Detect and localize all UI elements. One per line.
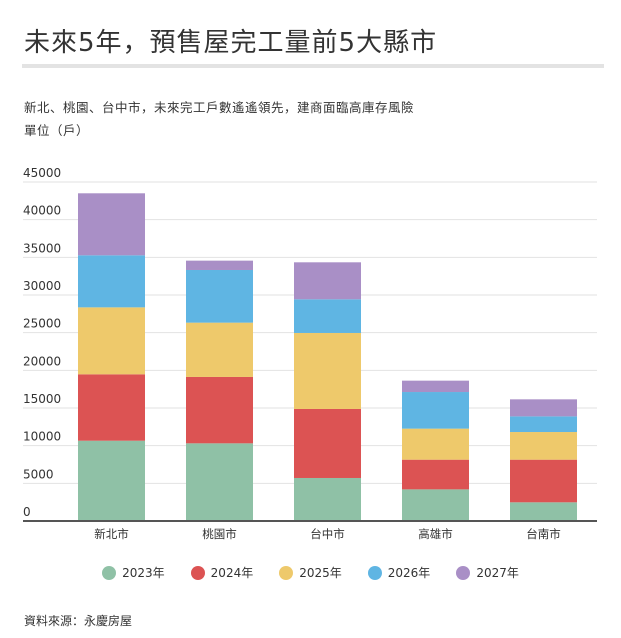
bar-segment-2023年 <box>294 477 361 521</box>
bar-segment-2027年 <box>78 193 145 256</box>
x-tick-label: 台中市 <box>310 527 345 541</box>
legend-label: 2025年 <box>299 566 342 580</box>
y-tick-label: 45000 <box>23 166 61 180</box>
legend-swatch-icon <box>279 565 294 580</box>
stacked-bar-chart: 0 5000 10000 15000 20000 25000 30000 35000 40000… <box>23 166 597 541</box>
bar-segment-2023年 <box>78 440 145 521</box>
x-tick-label: 高雄市 <box>418 527 453 541</box>
legend-item[interactable]: 2027年 <box>456 564 519 581</box>
bar-segment-2023年 <box>510 502 577 521</box>
legend-item[interactable]: 2026年 <box>367 564 431 581</box>
bar-segment-2024年 <box>78 374 145 441</box>
bar-segment-2026年 <box>402 392 469 429</box>
x-tick-label: 桃園市 <box>202 527 237 541</box>
bar-segment-2026年 <box>186 269 253 323</box>
bar-segment-2023年 <box>186 443 253 521</box>
bar-segment-2024年 <box>186 376 253 444</box>
x-tick-label: 新北市 <box>94 527 129 541</box>
legend-label: 2023年 <box>122 566 165 580</box>
y-tick-label: 10000 <box>23 430 61 444</box>
legend: 2023年 2024年 2025年 2026年 2027年 <box>0 564 621 581</box>
bar-segment-2024年 <box>510 459 577 503</box>
legend-item[interactable]: 2024年 <box>190 564 254 581</box>
bar-segment-2025年 <box>294 332 361 409</box>
bar-segment-2025年 <box>186 322 253 377</box>
y-tick-label: 0 <box>23 505 31 519</box>
bar-segment-2025年 <box>402 428 469 460</box>
bar-segment-2024年 <box>294 408 361 478</box>
legend-label: 2026年 <box>387 566 431 580</box>
y-tick-label: 35000 <box>23 241 61 255</box>
bar-segment-2027年 <box>510 399 577 417</box>
y-tick-label: 5000 <box>23 467 54 481</box>
title-divider <box>22 64 604 68</box>
legend-label: 2027年 <box>476 566 519 580</box>
bar-segment-2027年 <box>294 262 361 300</box>
x-tick-label: 台南市 <box>526 527 561 541</box>
bar-segment-2025年 <box>510 432 577 460</box>
bar-segment-2027年 <box>186 260 253 270</box>
chart-title: 未來5年，預售屋完工量前5大縣市 <box>24 28 438 58</box>
legend-swatch-icon <box>102 565 117 580</box>
y-tick-label: 25000 <box>23 317 61 331</box>
legend-swatch-icon <box>456 565 471 580</box>
legend-item[interactable]: 2025年 <box>279 564 342 581</box>
legend-item[interactable]: 2023年 <box>102 564 165 581</box>
chart-subtitle: 新北、桃園、台中市，未來完工戶數遙遙領先，建商面臨高庫存風險 <box>24 100 415 115</box>
legend-swatch-icon <box>367 565 382 580</box>
y-tick-label: 40000 <box>23 204 61 218</box>
y-tick-label: 30000 <box>23 279 61 293</box>
legend-label: 2024年 <box>210 566 254 580</box>
bar-segment-2025年 <box>78 307 145 375</box>
bar-segment-2026年 <box>510 416 577 433</box>
y-tick-label: 20000 <box>23 354 61 368</box>
y-tick-label: 15000 <box>23 392 61 406</box>
bar-segment-2024年 <box>402 459 469 490</box>
bar-segment-2026年 <box>78 255 145 308</box>
legend-swatch-icon <box>190 565 205 580</box>
source-note: 資料來源：永慶房屋 <box>24 614 133 628</box>
bar-segment-2023年 <box>402 489 469 521</box>
unit-label: 單位（戶） <box>24 123 90 138</box>
bar-segment-2027年 <box>402 380 469 393</box>
bar-segment-2026年 <box>294 299 361 333</box>
